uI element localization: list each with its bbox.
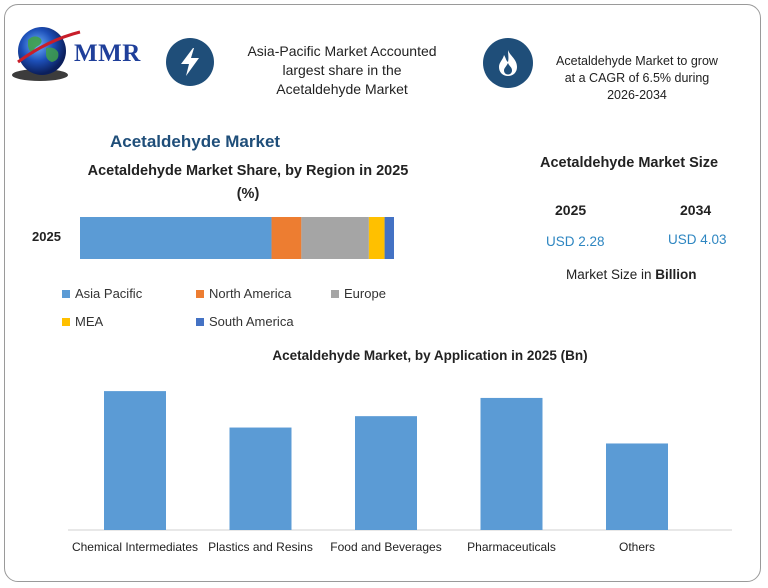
market-size-unit-note: Market Size in Billion	[566, 267, 697, 282]
highlight-line-2: largest share in the	[282, 62, 402, 78]
main-title: Acetaldehyde Market	[110, 132, 281, 151]
lightning-icon	[166, 38, 214, 86]
legend-label: North America	[209, 286, 292, 301]
legend-label: Asia Pacific	[75, 286, 143, 301]
globe-icon	[12, 27, 81, 81]
highlight-line-1: Asia-Pacific Market Accounted	[247, 43, 437, 59]
stack-segment-north-america	[271, 217, 302, 259]
market-size-title: Acetaldehyde Market Size	[540, 155, 719, 171]
legend-europe: Europe	[331, 286, 386, 301]
region-bar-category: 2025	[32, 229, 61, 244]
legend-swatch	[196, 317, 204, 326]
bar-others	[606, 443, 668, 530]
flame-icon	[483, 38, 533, 88]
size-year-2034: 2034	[680, 202, 712, 218]
unit-note-prefix: Market Size in	[566, 267, 652, 282]
legend-swatch	[62, 289, 70, 298]
size-value-2034: USD 4.03	[668, 232, 727, 247]
application-chart-title: Acetaldehyde Market, by Application in 2…	[272, 348, 588, 363]
x-tick-label: Chemical Intermediates	[72, 540, 198, 554]
logo-text: MMR	[74, 40, 141, 67]
x-tick-label: Food and Beverages	[330, 540, 441, 554]
asia-pacific-highlight: Asia-Pacific Market Accounted largest sh…	[226, 42, 458, 99]
size-value-2025: USD 2.28	[546, 234, 605, 249]
stack-segment-europe	[301, 217, 369, 259]
legend-label: Europe	[344, 286, 386, 301]
cagr-line-2: at a CAGR of 6.5% during	[564, 71, 710, 85]
legend-swatch	[331, 289, 339, 298]
legend-label: MEA	[75, 314, 104, 329]
cagr-highlight: Acetaldehyde Market to grow at a CAGR of…	[538, 53, 736, 104]
legend-asia-pacific: Asia Pacific	[62, 286, 142, 301]
region-chart-title: Acetaldehyde Market Share, by Region in …	[87, 163, 409, 202]
x-tick-label: Pharmaceuticals	[467, 540, 556, 554]
mmr-logo: MMR	[10, 18, 160, 88]
legend-north-america: North America	[196, 286, 291, 301]
stack-segment-asia-pacific	[80, 217, 272, 259]
highlight-line-3: Acetaldehyde Market	[276, 81, 408, 97]
bar-pharmaceuticals	[480, 397, 543, 530]
stack-segment-mea	[368, 217, 385, 259]
x-tick-label: Plastics and Resins	[208, 540, 313, 554]
bar-food-and-beverages	[355, 416, 417, 530]
x-tick-label: Others	[619, 540, 655, 554]
application-bar-chart: Chemical Intermediates Plastics and Resin…	[68, 391, 732, 554]
size-year-2025: 2025	[555, 202, 587, 218]
legend-label: South America	[209, 314, 294, 329]
bar-plastics-and-resins	[229, 427, 292, 530]
region-stacked-bar	[80, 217, 394, 259]
legend-south-america: South America	[196, 314, 294, 329]
cagr-line-1: Acetaldehyde Market to grow	[556, 54, 718, 68]
legend-mea: MEA	[62, 314, 103, 329]
bar-chemical-intermediates	[104, 391, 166, 530]
legend-swatch	[196, 289, 204, 298]
cagr-line-3: 2026-2034	[607, 88, 667, 102]
stack-segment-south-america	[384, 217, 394, 259]
unit-note-unit: Billion	[655, 267, 697, 282]
legend-swatch	[62, 317, 70, 326]
